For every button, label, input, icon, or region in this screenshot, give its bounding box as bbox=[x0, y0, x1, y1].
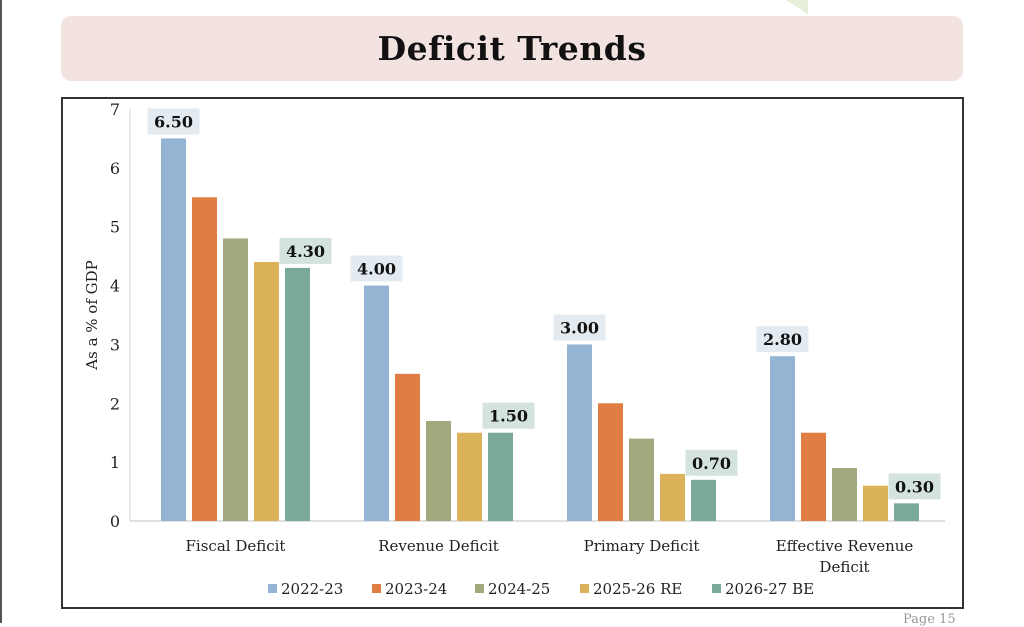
y-tick-label: 2 bbox=[110, 394, 120, 413]
legend-swatch bbox=[712, 584, 721, 593]
data-label-bg bbox=[888, 473, 941, 500]
data-label: 4.30 bbox=[286, 242, 325, 261]
y-tick-label: 4 bbox=[110, 277, 120, 296]
bar-2026-27-be-3 bbox=[894, 503, 919, 521]
legend-label: 2025-26 RE bbox=[593, 580, 682, 598]
legend-label: 2026-27 BE bbox=[725, 580, 814, 598]
bar-2026-27-be-0 bbox=[285, 267, 310, 521]
y-tick-label: 1 bbox=[110, 453, 120, 472]
y-tick-label: 6 bbox=[110, 159, 120, 178]
data-label-bg bbox=[553, 314, 606, 341]
bar-2024-25-2 bbox=[629, 438, 654, 521]
bar-2022-23-0 bbox=[161, 138, 186, 521]
bar-2025-26-re-0 bbox=[254, 262, 279, 521]
legend-swatch bbox=[580, 584, 589, 593]
bar-2022-23-3 bbox=[770, 356, 795, 521]
data-label-bg bbox=[756, 326, 809, 353]
chart-frame bbox=[61, 97, 964, 609]
legend-label: 2024-25 bbox=[488, 580, 550, 598]
page-edge bbox=[0, 0, 2, 623]
legend-swatch bbox=[475, 584, 484, 593]
bar-2022-23-1 bbox=[364, 285, 389, 521]
data-label: 3.00 bbox=[560, 318, 599, 337]
bar-2023-24-0 bbox=[192, 197, 217, 522]
data-label-bg bbox=[147, 108, 200, 135]
y-tick-label: 0 bbox=[110, 512, 120, 531]
legend-label: 2023-24 bbox=[385, 580, 447, 598]
bar-2022-23-2 bbox=[567, 344, 592, 521]
x-category-label: Revenue Deficit bbox=[378, 537, 499, 555]
x-category-label: Fiscal Deficit bbox=[186, 537, 286, 555]
data-label-bg bbox=[350, 255, 403, 282]
data-label-bg bbox=[482, 402, 535, 429]
data-label: 0.70 bbox=[692, 454, 731, 473]
bar-2023-24-3 bbox=[801, 432, 826, 521]
bar-2024-25-0 bbox=[223, 238, 248, 521]
page-number: Page 15 bbox=[903, 612, 956, 627]
chart-title: Deficit Trends bbox=[377, 29, 647, 68]
x-category-label: Effective Revenue bbox=[776, 537, 914, 555]
x-category-label: Deficit bbox=[819, 558, 869, 576]
data-label: 0.30 bbox=[895, 477, 934, 496]
bar-2025-26-re-2 bbox=[660, 473, 685, 521]
bar-2023-24-1 bbox=[395, 373, 420, 521]
data-label-bg bbox=[685, 449, 738, 476]
bar-2024-25-1 bbox=[426, 420, 451, 521]
data-label: 6.50 bbox=[154, 112, 193, 131]
y-tick-label: 5 bbox=[110, 218, 120, 237]
bar-2025-26-re-1 bbox=[457, 432, 482, 521]
y-tick-label: 7 bbox=[110, 100, 120, 119]
x-category-label: Primary Deficit bbox=[584, 537, 700, 555]
bar-2026-27-be-2 bbox=[691, 479, 716, 521]
bar-2023-24-2 bbox=[598, 403, 623, 521]
legend-swatch bbox=[268, 584, 277, 593]
data-label: 4.00 bbox=[357, 260, 396, 279]
legend-label: 2022-23 bbox=[281, 580, 343, 598]
data-label: 1.50 bbox=[489, 407, 528, 426]
data-label-bg bbox=[279, 237, 332, 264]
data-label: 2.80 bbox=[763, 330, 802, 349]
legend-swatch bbox=[372, 584, 381, 593]
y-tick-label: 3 bbox=[110, 335, 120, 354]
bar-2026-27-be-1 bbox=[488, 432, 513, 521]
decorative-corner bbox=[786, 0, 808, 14]
bar-2025-26-re-3 bbox=[863, 485, 888, 521]
y-axis-label: As a % of GDP bbox=[83, 260, 101, 370]
bar-2024-25-3 bbox=[832, 468, 857, 521]
title-banner: Deficit Trends bbox=[61, 16, 963, 81]
